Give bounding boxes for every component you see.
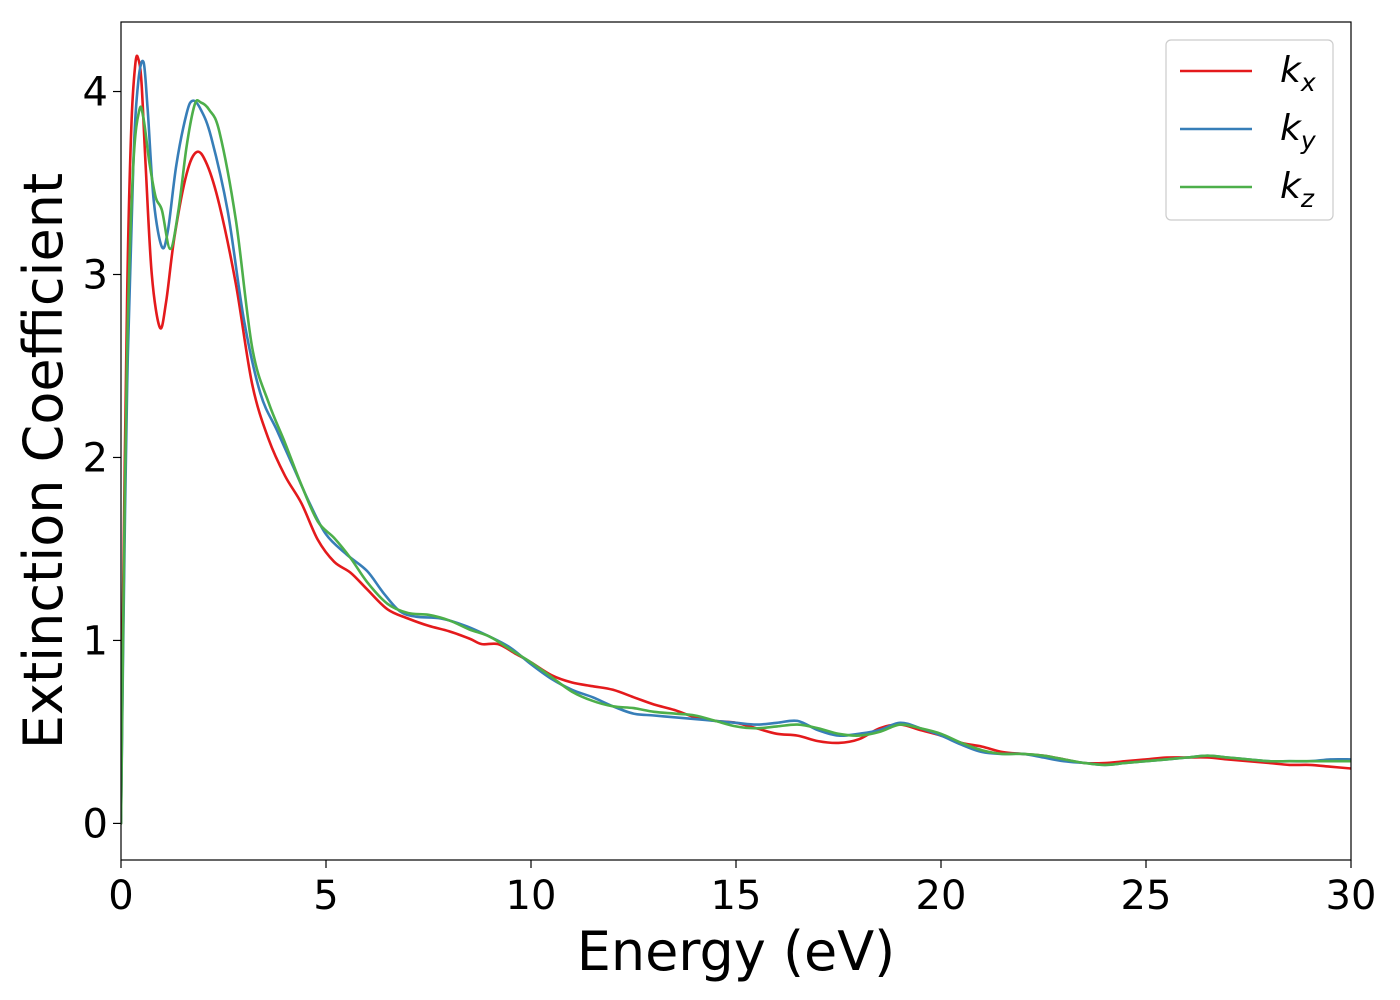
plot-area (121, 22, 1351, 860)
legend: kx ky kz (1165, 39, 1334, 221)
x-tick-label: 5 (313, 873, 338, 919)
y-axis-title: Extinction Coefficient (12, 173, 75, 749)
x-axis-title: Energy (eV) (577, 920, 896, 983)
x-axis: 0 5 10 15 20 25 30 (108, 860, 1376, 919)
x-tick-label: 20 (916, 873, 967, 919)
series-line-z (121, 98, 1351, 825)
y-tick-label: 2 (83, 435, 108, 481)
x-tick-label: 10 (506, 873, 557, 919)
y-tick-label: 4 (83, 70, 108, 116)
x-tick-label: 30 (1326, 873, 1377, 919)
legend-label-y: ky (1280, 108, 1317, 155)
y-tick-label: 0 (83, 801, 108, 847)
legend-label-x: kx (1280, 50, 1316, 97)
legend-label-z: kz (1280, 166, 1315, 213)
x-tick-label: 25 (1121, 873, 1172, 919)
y-axis: 0 1 2 3 4 (83, 70, 121, 847)
series-layer (121, 54, 1351, 825)
x-tick-label: 0 (108, 873, 133, 919)
y-tick-label: 3 (83, 252, 108, 298)
x-tick-label: 15 (711, 873, 762, 919)
y-tick-label: 1 (83, 618, 108, 664)
